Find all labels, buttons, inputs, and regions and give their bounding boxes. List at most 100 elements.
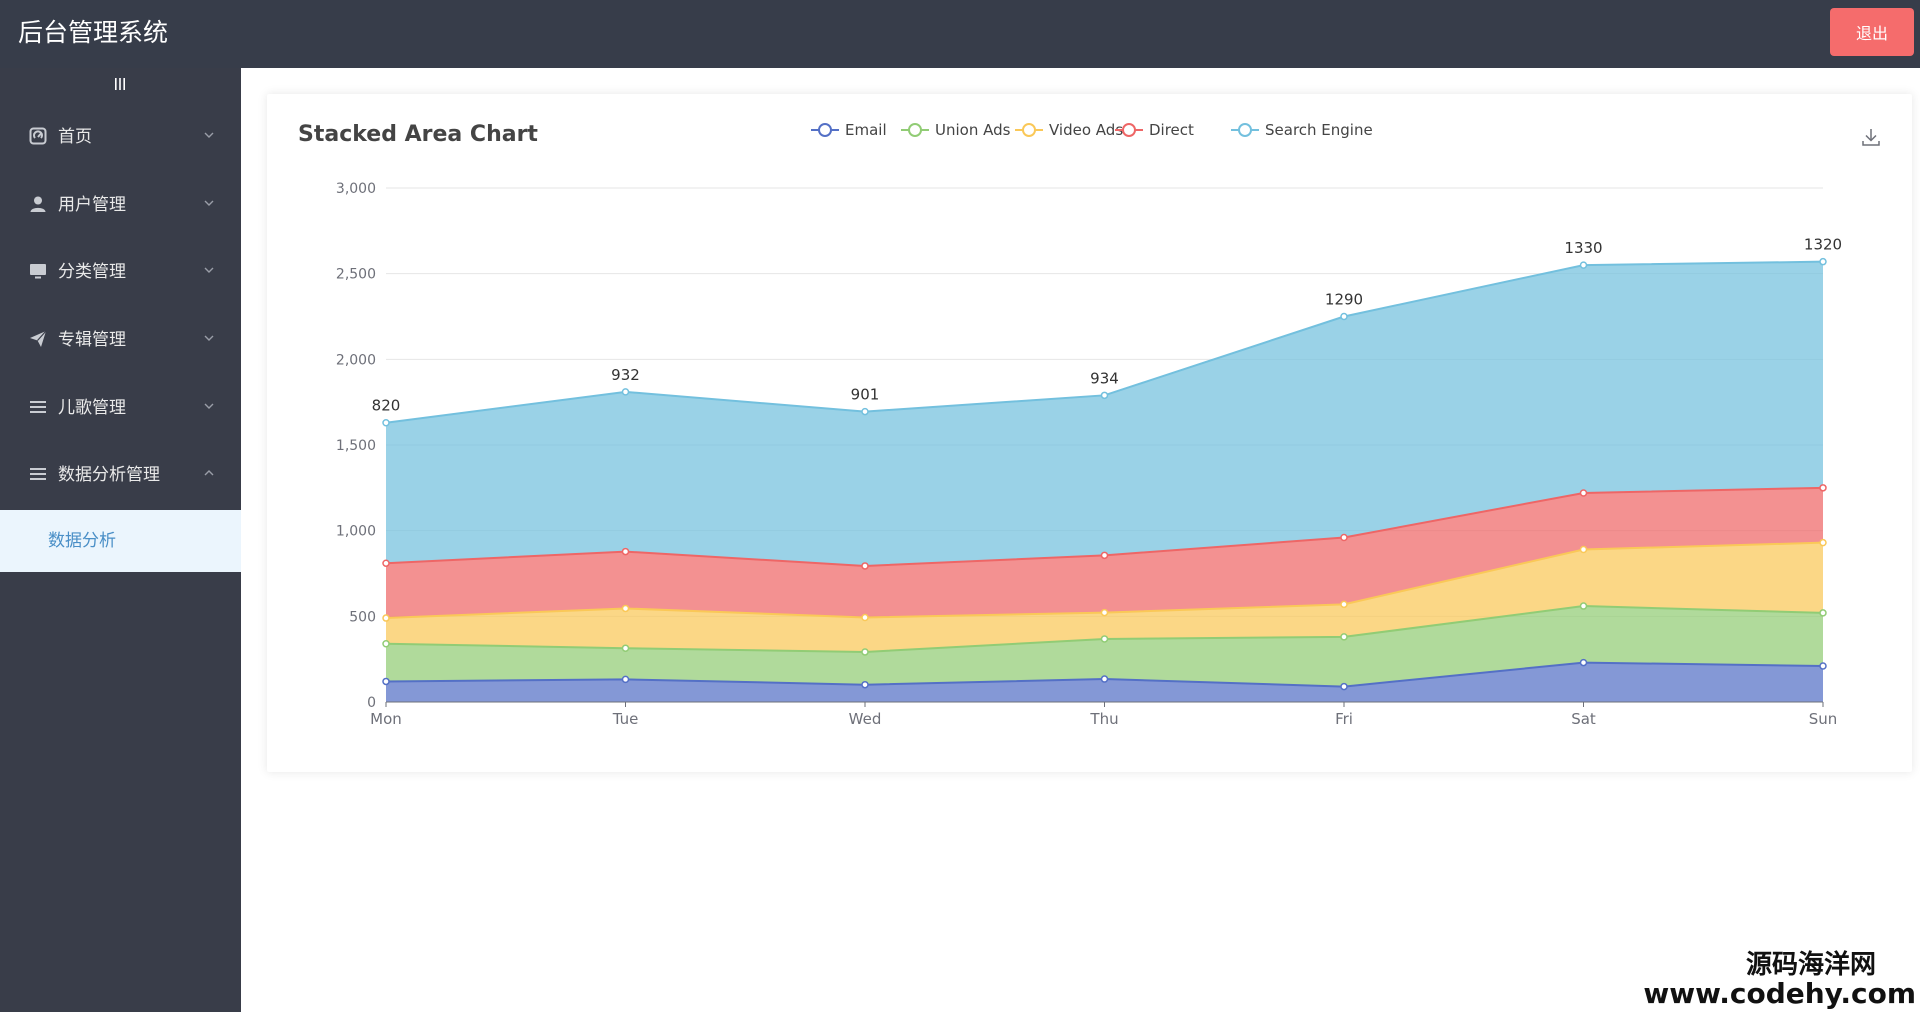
legend-item[interactable]: Search Engine — [1231, 121, 1373, 139]
chevron-down-icon — [202, 263, 216, 277]
data-label: 1290 — [1325, 291, 1363, 309]
sidebar-subitem-label: 数据分析 — [48, 531, 116, 552]
sidebar-item-label: 分类管理 — [58, 262, 126, 283]
legend-item[interactable]: Direct — [1115, 121, 1194, 139]
data-point[interactable] — [621, 388, 630, 396]
watermark: 源码海洋网 www.codehy.com — [1643, 952, 1916, 1008]
data-point[interactable] — [382, 559, 390, 567]
data-point[interactable] — [1340, 533, 1348, 542]
x-tick-label: Wed — [849, 710, 882, 728]
data-point[interactable] — [1579, 489, 1588, 497]
legend-item[interactable]: Union Ads — [901, 121, 1011, 139]
data-point[interactable] — [1819, 484, 1827, 492]
area-direct — [386, 487, 1823, 619]
sidebar-item-albums[interactable]: 专辑管理 — [0, 307, 241, 375]
data-point[interactable] — [621, 604, 630, 613]
data-point[interactable] — [1579, 658, 1588, 667]
data-label: 820 — [372, 397, 401, 415]
data-point[interactable] — [382, 614, 390, 622]
data-point[interactable] — [1100, 551, 1109, 560]
sidebar-subitem-data-analysis[interactable]: 数据分析 — [0, 510, 241, 573]
data-point[interactable] — [1340, 633, 1348, 641]
data-label: 901 — [851, 386, 880, 404]
app-title: 后台管理系统 — [18, 18, 169, 47]
data-point[interactable] — [861, 680, 869, 689]
data-label: 1320 — [1804, 236, 1842, 254]
sidebar-item-data-analysis-mgmt[interactable]: 数据分析管理 — [0, 442, 241, 510]
y-tick-label: 1,500 — [336, 438, 376, 454]
data-point[interactable] — [1340, 600, 1348, 609]
data-label: 934 — [1090, 369, 1119, 387]
data-point[interactable] — [1819, 609, 1827, 617]
chevron-down-icon — [202, 399, 216, 413]
sidebar-item-label: 数据分析管理 — [58, 465, 160, 486]
chart-title: Stacked Area Chart — [298, 122, 538, 147]
data-point[interactable] — [1100, 675, 1109, 683]
chart-card: Stacked Area Chart 0 500 1,000 1,500 2,000 2,… — [267, 94, 1912, 772]
legend-marker — [1122, 123, 1136, 137]
data-point[interactable] — [1100, 391, 1109, 400]
data-point[interactable] — [1579, 545, 1588, 554]
send-icon — [28, 329, 48, 349]
x-tick-label: Fri — [1335, 710, 1353, 728]
dashboard-icon — [28, 126, 48, 146]
data-label: 932 — [611, 366, 640, 384]
chevron-down-icon — [202, 128, 216, 142]
data-point[interactable] — [1819, 662, 1827, 670]
legend-label: Search Engine — [1265, 121, 1373, 139]
data-point[interactable] — [1100, 608, 1109, 617]
area-union-ads — [386, 606, 1823, 687]
data-point[interactable] — [1100, 635, 1109, 643]
sidebar-item-users[interactable]: 用户管理 — [0, 172, 241, 240]
watermark-cn: 源码海洋网 — [1745, 950, 1876, 980]
x-tick-label: Mon — [370, 710, 402, 728]
data-point[interactable] — [1579, 261, 1588, 269]
main-content: Stacked Area Chart 0 500 1,000 1,500 2,000 2,… — [241, 68, 1920, 1012]
legend-item[interactable]: Video Ads — [1015, 121, 1123, 139]
data-point[interactable] — [382, 639, 390, 648]
list-icon — [28, 464, 48, 484]
data-point[interactable] — [1819, 538, 1827, 547]
data-label: 1330 — [1564, 239, 1602, 257]
sidebar-item-home[interactable]: 首页 — [0, 104, 241, 172]
area-video-ads — [386, 542, 1823, 652]
download-icon[interactable] — [1860, 126, 1882, 148]
data-point[interactable] — [861, 613, 869, 622]
legend-label: Direct — [1149, 121, 1194, 139]
logout-button[interactable]: 退出 — [1830, 8, 1914, 56]
data-point[interactable] — [1579, 602, 1588, 610]
chevron-down-icon — [202, 331, 216, 345]
data-point[interactable] — [621, 675, 630, 684]
data-point[interactable] — [382, 677, 390, 686]
x-tick-label: Tue — [612, 710, 639, 728]
data-point[interactable] — [861, 562, 869, 570]
sidebar-item-songs[interactable]: 儿歌管理 — [0, 375, 241, 443]
data-point[interactable] — [861, 648, 869, 656]
x-tick-label: Thu — [1089, 710, 1118, 728]
y-tick-label: 2,000 — [336, 352, 376, 368]
data-point[interactable] — [621, 547, 630, 556]
sidebar-item-label: 专辑管理 — [58, 330, 126, 351]
legend-marker — [818, 123, 832, 137]
sidebar-menu: 首页 用户管理 分类管理 — [0, 104, 241, 573]
legend-label: Email — [845, 121, 887, 139]
data-point[interactable] — [1819, 257, 1827, 266]
legend-item[interactable]: Email — [811, 121, 887, 139]
legend-marker — [908, 123, 922, 137]
area-search-engine — [386, 261, 1823, 566]
menu-toggle-icon[interactable] — [110, 76, 130, 96]
data-point[interactable] — [382, 418, 390, 427]
y-tick-label: 0 — [367, 695, 376, 711]
y-tick-label: 500 — [349, 609, 376, 625]
list-icon — [28, 397, 48, 417]
legend-label: Union Ads — [935, 121, 1011, 139]
data-point[interactable] — [621, 644, 630, 652]
sidebar-item-categories[interactable]: 分类管理 — [0, 239, 241, 307]
monitor-icon — [28, 261, 48, 281]
legend-marker — [1238, 123, 1252, 137]
top-header: 后台管理系统 退出 — [0, 0, 1920, 68]
sidebar-item-label: 首页 — [58, 127, 92, 147]
data-point[interactable] — [1340, 312, 1348, 321]
data-point[interactable] — [1340, 682, 1348, 691]
data-point[interactable] — [861, 407, 869, 416]
